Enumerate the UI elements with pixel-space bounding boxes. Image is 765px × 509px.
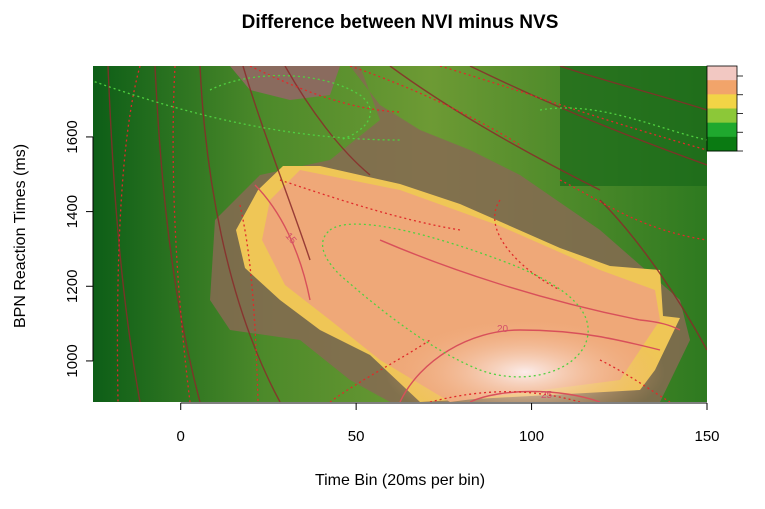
heatmap-dark-right [560, 66, 707, 186]
x-axis-label: Time Bin (20ms per bin) [315, 472, 485, 489]
contour-lines [93, 66, 707, 402]
contour-line [349, 66, 521, 146]
y-axis: 1000 1200 1400 1600 [64, 120, 94, 378]
legend-swatch [707, 122, 737, 138]
contour-label-20: 20 [497, 324, 509, 335]
y-tick-label: 1600 [64, 120, 81, 153]
contour-line [321, 223, 589, 378]
legend-swatch [707, 80, 737, 95]
contour-line [242, 66, 311, 261]
y-tick-label: 1000 [64, 344, 81, 377]
contour-line [154, 66, 201, 402]
contour-line [329, 339, 431, 402]
heatmap-pink-peak [385, 317, 665, 402]
legend-swatch [707, 94, 737, 109]
contour-label-25: 25 [541, 390, 553, 401]
legend-swatch [707, 66, 737, 81]
contour-line [279, 179, 461, 231]
y-tick-label: 1200 [64, 270, 81, 303]
x-tick-label: 100 [519, 428, 544, 445]
contour-line [469, 66, 707, 166]
y-axis-label: BPN Reaction Times (ms) [12, 144, 29, 328]
contour-line [209, 74, 372, 141]
contour-line [249, 66, 401, 113]
contour-line [93, 80, 401, 141]
x-tick-label: 150 [694, 428, 719, 445]
contour-line [559, 179, 707, 241]
contour-line [107, 66, 141, 402]
heatmap-brown-top [230, 66, 340, 100]
contour-line [429, 391, 581, 402]
contour-line [254, 184, 311, 301]
legend-swatch [707, 108, 737, 124]
contour-line [599, 199, 707, 351]
contour-line [116, 66, 141, 402]
contour-line [379, 239, 681, 331]
contour-line [399, 329, 661, 402]
chart-title: Difference between NVI minus NVS [242, 12, 559, 33]
contour-line [494, 199, 561, 291]
plot-area [93, 66, 707, 402]
contour-line [539, 107, 707, 141]
y-tick-label: 1400 [64, 195, 81, 228]
x-tick-label: 50 [348, 428, 365, 445]
legend-swatch [707, 136, 737, 152]
legend-frame [706, 65, 738, 152]
x-axis: 0 50 100 150 [177, 402, 720, 445]
contour-line [559, 66, 707, 111]
contour-line [284, 66, 371, 176]
x-tick-label: 0 [177, 428, 185, 445]
contour-line [469, 390, 601, 402]
color-legend [706, 65, 743, 152]
contour-line [389, 66, 601, 191]
contour-line [199, 66, 281, 402]
